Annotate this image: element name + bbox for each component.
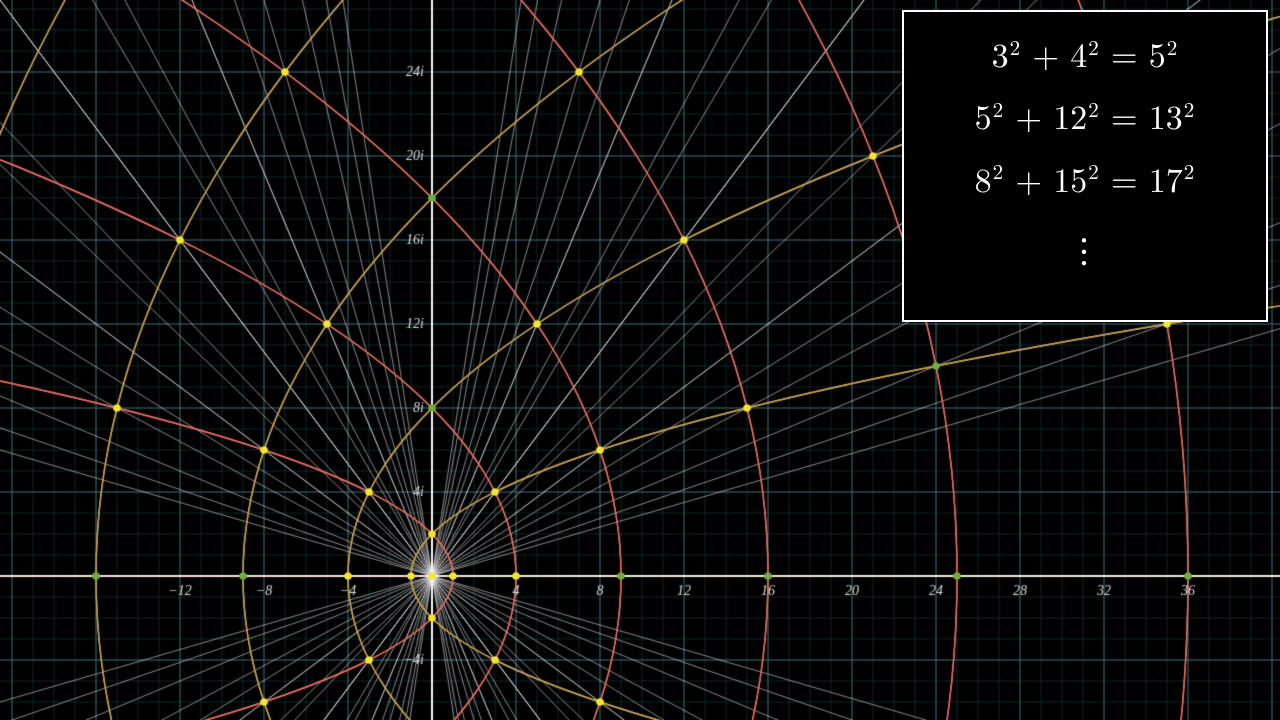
term: 52 bbox=[975, 102, 1005, 136]
operator: = bbox=[1100, 102, 1149, 136]
term: 82 bbox=[975, 165, 1005, 199]
operator: = bbox=[1100, 40, 1149, 74]
term: 172 bbox=[1149, 165, 1196, 199]
formula-rows: 32 + 42 = 5252 + 122 = 13282 + 152 = 172 bbox=[926, 30, 1244, 209]
operator: + bbox=[1004, 102, 1053, 136]
formula-row-1: 52 + 122 = 132 bbox=[926, 92, 1244, 146]
formula-ellipsis: ⋮ bbox=[926, 217, 1244, 282]
operator: + bbox=[1004, 165, 1053, 199]
operator: + bbox=[1021, 40, 1070, 74]
term: 152 bbox=[1053, 165, 1100, 199]
term: 32 bbox=[992, 40, 1022, 74]
operator: = bbox=[1100, 165, 1149, 199]
term: 132 bbox=[1149, 102, 1196, 136]
formula-box: 32 + 42 = 5252 + 122 = 13282 + 152 = 172… bbox=[902, 10, 1268, 322]
term: 122 bbox=[1053, 102, 1100, 136]
formula-row-2: 82 + 152 = 172 bbox=[926, 155, 1244, 209]
term: 42 bbox=[1070, 40, 1100, 74]
term: 52 bbox=[1149, 40, 1179, 74]
formula-row-0: 32 + 42 = 52 bbox=[926, 30, 1244, 84]
